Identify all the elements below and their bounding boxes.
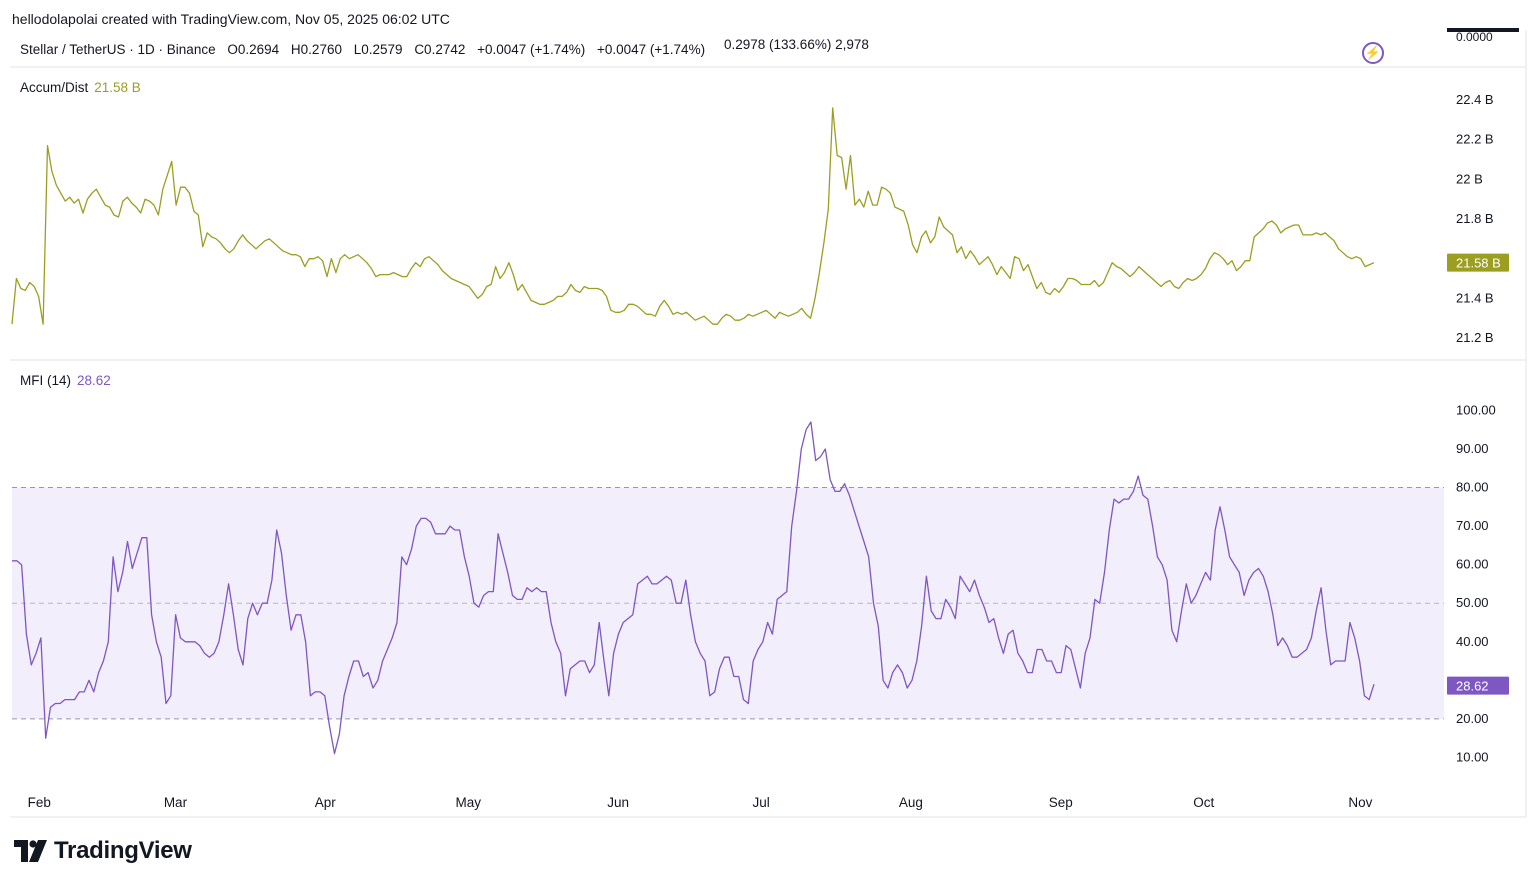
x-tick-label: Oct (1193, 795, 1214, 810)
mfi-legend[interactable]: MFI (14) 28.62 (20, 373, 111, 388)
mfi-y-tick-label: 20.00 (1456, 711, 1489, 726)
extra-readout: 0.2978 (133.66%) 2,978 (724, 37, 869, 52)
change-value: +0.0047 (+1.74%) (477, 42, 586, 57)
mfi-y-tick-label: 90.00 (1456, 441, 1489, 456)
mfi-y-tick-label: 100.00 (1456, 402, 1496, 417)
x-tick-label: Sep (1049, 795, 1073, 810)
accum-dist-y-tick-label: 22.2 B (1456, 132, 1494, 147)
symbol-title[interactable]: Stellar / TetherUS · 1D · Binance (20, 42, 216, 57)
accum-dist-y-tick-label: 21.2 B (1456, 330, 1494, 345)
change-value-2: +0.0047 (+1.74%) (596, 42, 706, 57)
accum-dist-value: 21.58 B (94, 80, 141, 95)
accum-dist-series-line[interactable] (11, 107, 1375, 325)
mfi-y-tick-label: 80.00 (1456, 480, 1489, 495)
lightning-bolt-icon[interactable]: ⚡ (1362, 42, 1384, 64)
accum-dist-pane[interactable]: 22.4 B 22.2 B 22 B 21.8 B 21.4 B 21.2 B 21.58 … (11, 92, 1509, 345)
chart-credit: hellodolapolai created with TradingView.… (12, 11, 450, 27)
low-value: L0.2579 (353, 42, 403, 57)
accum-dist-y-tick-label: 22 B (1456, 171, 1483, 186)
mfi-last-value-text: 28.62 (1456, 679, 1489, 694)
accum-dist-last-value-text: 21.58 B (1456, 256, 1501, 271)
price-scale-top-value: 0.0000 (1456, 30, 1493, 44)
close-value: C0.2742 (414, 42, 466, 57)
accum-dist-y-tick-label: 21.8 B (1456, 211, 1494, 226)
accum-dist-last-value-badge (1447, 253, 1509, 272)
accum-dist-label: Accum/Dist (20, 80, 89, 95)
tradingview-logo[interactable]: TradingView (14, 836, 192, 866)
mfi-label: MFI (14) (20, 373, 72, 388)
high-value: H0.2760 (290, 42, 342, 57)
mfi-pane[interactable]: 100.00 90.00 80.00 70.00 60.00 50.00 40.00 20.0… (12, 402, 1509, 764)
tradingview-logo-icon (14, 840, 47, 862)
mfi-y-tick-label: 10.00 (1456, 749, 1489, 764)
x-tick-label: Apr (315, 795, 337, 810)
time-axis[interactable]: Feb Mar Apr May Jun Jul Aug Sep Oct Nov (28, 795, 1373, 810)
mfi-y-tick-label: 60.00 (1456, 557, 1489, 572)
mfi-y-tick-label: 40.00 (1456, 634, 1489, 649)
x-tick-label: Mar (164, 795, 188, 810)
x-tick-label: Jul (752, 795, 769, 810)
x-tick-label: May (456, 795, 482, 810)
accum-dist-legend[interactable]: Accum/Dist 21.58 B (20, 80, 141, 95)
x-tick-label: Nov (1348, 795, 1372, 810)
mfi-value: 28.62 (77, 373, 111, 388)
accum-dist-y-tick-label: 22.4 B (1456, 92, 1494, 107)
open-value: O0.2694 (227, 42, 280, 57)
x-tick-label: Aug (899, 795, 923, 810)
symbol-info-bar: Stellar / TetherUS · 1D · Binance O0.269… (20, 42, 713, 57)
x-tick-label: Feb (28, 795, 51, 810)
price-scale-marker (1447, 28, 1519, 32)
mfi-series-line[interactable] (12, 421, 1375, 755)
mfi-last-value-badge (1447, 676, 1509, 695)
brand-name: TradingView (54, 837, 192, 864)
accum-dist-y-tick-label: 21.4 B (1456, 290, 1494, 305)
x-tick-label: Jun (607, 795, 629, 810)
mfi-y-tick-label: 70.00 (1456, 518, 1489, 533)
mfi-y-tick-label: 50.00 (1456, 595, 1489, 610)
